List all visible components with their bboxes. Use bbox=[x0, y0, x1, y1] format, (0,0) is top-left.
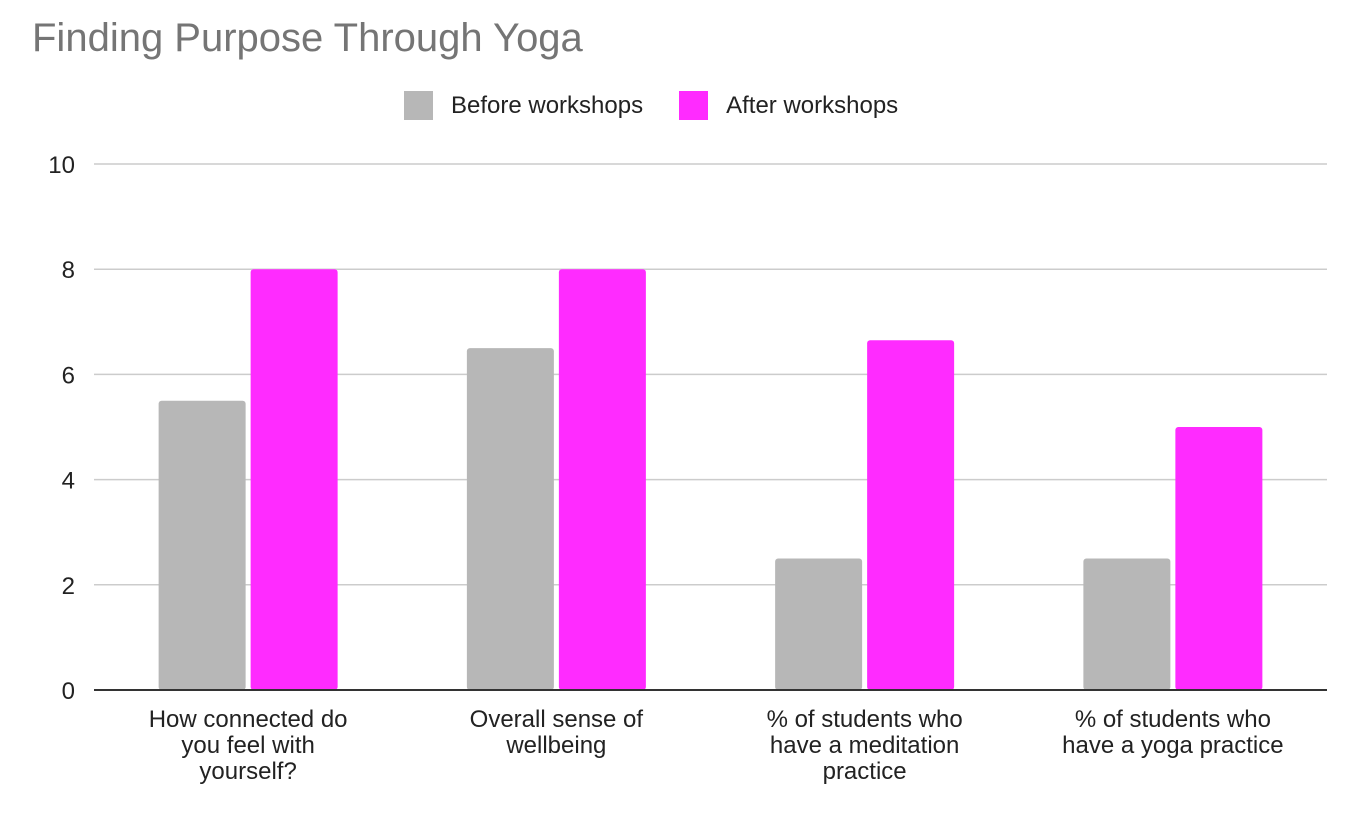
bar-after-1 bbox=[250, 269, 338, 690]
x-category-label-line: yourself? bbox=[199, 758, 296, 785]
legend-label-before: Before workshops bbox=[451, 91, 644, 119]
x-category-label-2: Overall sense of wellbeing bbox=[470, 706, 644, 759]
x-category-label-line: have a yoga practice bbox=[1062, 732, 1283, 759]
x-category-label-line: have a meditation bbox=[770, 732, 959, 759]
y-tick-label: 6 bbox=[62, 362, 75, 389]
x-category-label-line: practice bbox=[823, 758, 907, 785]
bar-after-3 bbox=[867, 340, 955, 690]
bar-before-3 bbox=[775, 558, 863, 690]
chart-legend: Before workshops After workshops bbox=[404, 91, 934, 120]
x-category-label-4: % of students who have a yoga practice bbox=[1062, 706, 1283, 759]
x-category-label-line: Overall sense of bbox=[470, 706, 644, 733]
y-tick-label: 0 bbox=[62, 678, 75, 705]
legend-item-after: After workshops bbox=[679, 91, 898, 120]
chart-title: Finding Purpose Through Yoga bbox=[32, 16, 583, 60]
bars bbox=[158, 269, 1263, 690]
bar-before-2 bbox=[466, 348, 554, 690]
legend-label-after: After workshops bbox=[726, 91, 899, 119]
bar-after-2 bbox=[558, 269, 646, 690]
bar-before-4 bbox=[1083, 558, 1171, 690]
legend-item-before: Before workshops bbox=[404, 91, 643, 120]
bar-after-4 bbox=[1175, 427, 1263, 690]
x-category-label-line: % of students who bbox=[1075, 706, 1271, 733]
y-tick-label: 2 bbox=[62, 573, 75, 600]
x-category-label-line: you feel with bbox=[181, 732, 314, 759]
y-tick-label: 4 bbox=[62, 468, 75, 495]
y-tick-label: 8 bbox=[62, 257, 75, 284]
y-axis-ticks: 0 2 4 6 8 10 bbox=[48, 152, 75, 705]
legend-swatch-before bbox=[404, 91, 433, 120]
x-category-label-1: How connected do you feel with yourself? bbox=[149, 706, 348, 785]
x-axis-labels: How connected do you feel with yourself? Ov… bbox=[149, 706, 1284, 785]
x-category-label-line: wellbeing bbox=[505, 732, 606, 759]
x-category-label-3: % of students who have a meditation practi… bbox=[767, 706, 963, 785]
legend-swatch-after bbox=[679, 91, 709, 120]
y-tick-label: 10 bbox=[48, 152, 75, 179]
x-category-label-line: % of students who bbox=[767, 706, 963, 733]
x-category-label-line: How connected do bbox=[149, 706, 348, 733]
bar-before-1 bbox=[158, 400, 246, 690]
